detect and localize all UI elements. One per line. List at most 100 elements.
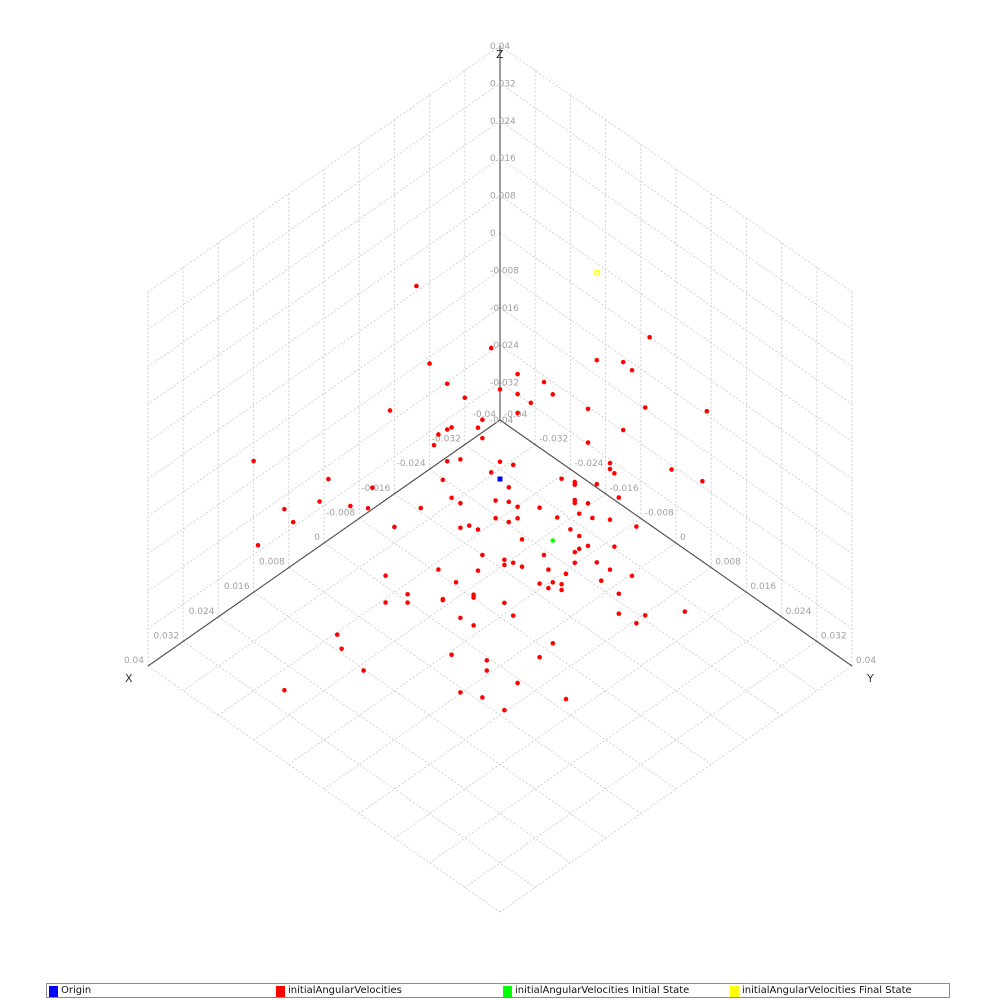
grid-line-wall-yz: [499, 195, 853, 442]
legend-swatch-final-state: [730, 985, 739, 997]
initialangularvelocities-point: [449, 425, 454, 430]
x-axis-line: [147, 419, 501, 667]
initialangularvelocities-point: [576, 546, 582, 552]
initialangularvelocities-point: [480, 552, 485, 558]
legend-swatch-initial-state: [503, 985, 512, 997]
z-tick-label: -0.016: [490, 304, 519, 314]
initialangularvelocities-point: [515, 504, 520, 510]
initialangularvelocities-point: [484, 668, 490, 673]
initialangularvelocities-point: [647, 334, 652, 340]
initialangularvelocities-point: [436, 567, 441, 572]
initialangularvelocities-point: [634, 524, 639, 529]
x-tick-label: 0.016: [224, 582, 250, 592]
initialangularvelocities-point: [458, 615, 463, 621]
initialangularvelocities-point: [515, 410, 520, 416]
initialangularvelocities-point: [440, 596, 446, 602]
grid-layer: [147, 45, 853, 913]
grid-line-wall-xz: [147, 157, 501, 405]
initialangularvelocities-point: [519, 537, 525, 542]
y-tick-label: -0.032: [539, 435, 568, 445]
x-tick-label: -0.008: [326, 508, 355, 518]
legend-label-origin: Origin: [61, 985, 92, 996]
x-axis-label: X: [125, 672, 133, 685]
initialangularvelocities-point: [392, 524, 397, 530]
initialangularvelocities-point: [616, 611, 622, 616]
initialangularvelocities-point: [365, 505, 371, 511]
initialangularvelocities-point: [440, 477, 446, 483]
initialangularvelocities-point: [598, 578, 604, 584]
z-tick-label: 0.008: [490, 192, 516, 202]
initialangularvelocities-point: [497, 459, 503, 465]
initialangularvelocities-point: [510, 560, 516, 566]
initialangularvelocities-point: [554, 515, 560, 520]
grid-line-floor-x: [218, 616, 571, 864]
initialangularvelocities-point: [537, 505, 542, 510]
initialangularvelocities-final-state-point: [594, 269, 600, 275]
initialangularvelocities-point: [405, 591, 410, 597]
grid-line-floor-x: [429, 468, 782, 716]
x-tick-label: -0.04: [473, 410, 497, 420]
initialangularvelocities-point: [348, 503, 353, 509]
x-tick-label: 0: [314, 533, 320, 543]
initialangularvelocities-point: [251, 458, 256, 464]
initialangularvelocities-point: [594, 560, 600, 565]
grid-line-wall-xz: [147, 195, 501, 442]
initialangularvelocities-point: [563, 571, 569, 577]
initialangularvelocities-point: [484, 658, 490, 663]
grid-line-wall-yz: [499, 120, 853, 368]
initialangularvelocities-point: [550, 580, 556, 585]
initialangularvelocities-point: [339, 646, 344, 652]
grid-line-floor-y: [358, 567, 712, 814]
z-tick-label: 0.024: [490, 117, 516, 127]
initialangularvelocities-point: [475, 527, 481, 532]
initialangularvelocities-point: [642, 613, 648, 618]
y-tick-label: -0.024: [574, 459, 603, 469]
grid-line-floor-y: [182, 444, 536, 691]
y-axis-line: [499, 419, 853, 667]
initialangularvelocities-point: [590, 515, 595, 521]
initialangularvelocities-point: [471, 623, 476, 628]
grid-line-floor-y: [499, 665, 853, 913]
initialangularvelocities-point: [607, 460, 613, 466]
initialangularvelocities-initial-state-point: [550, 538, 556, 543]
initialangularvelocities-point: [546, 567, 551, 572]
initialangularvelocities-point: [515, 371, 520, 377]
legend-label-initial-angular-velocities: initialAngularVelocities: [288, 985, 402, 996]
initialangularvelocities-point: [519, 564, 525, 569]
grid-line-wall-yz: [499, 45, 853, 293]
grid-line-floor-y: [288, 518, 642, 765]
grid-line-wall-xz: [147, 120, 501, 368]
origin-point: [497, 476, 503, 482]
y-tick-label: -0.016: [610, 484, 639, 494]
z-tick-label: 0.032: [490, 79, 516, 89]
initialangularvelocities-point: [510, 613, 516, 618]
y-tick-label: -0.04: [504, 410, 528, 420]
initialangularvelocities-point: [550, 641, 556, 646]
initialangularvelocities-point: [594, 481, 600, 487]
x-tick-label: 0.024: [189, 607, 215, 617]
initialangularvelocities-point: [405, 600, 410, 605]
initialangularvelocities-point: [471, 592, 476, 597]
initialangularvelocities-point: [493, 515, 498, 521]
initialangularvelocities-point: [612, 544, 617, 549]
grid-line-wall-yz: [499, 270, 853, 517]
initialangularvelocities-point: [370, 485, 375, 491]
initialangularvelocities-point: [559, 476, 564, 482]
initialangularvelocities-point: [620, 359, 626, 365]
initialangularvelocities-point: [317, 499, 322, 504]
z-tick-label: -0.008: [490, 266, 519, 276]
initialangularvelocities-point: [458, 690, 463, 695]
initialangularvelocities-point: [576, 533, 582, 539]
legend-item-initial-state: initialAngularVelocities Initial State: [503, 985, 689, 997]
initialangularvelocities-point: [449, 652, 454, 658]
initialangularvelocities-point: [480, 695, 485, 700]
y-tick-label: -0.008: [645, 508, 674, 518]
initialangularvelocities-point: [255, 543, 261, 548]
grid-line-floor-y: [218, 468, 571, 716]
z-tick-label: 0.016: [490, 154, 516, 164]
initialangularvelocities-point: [427, 361, 432, 366]
initialangularvelocities-point: [572, 479, 578, 485]
grid-line-wall-yz: [499, 232, 853, 480]
legend-item-initial-angular-velocities: initialAngularVelocities: [276, 985, 402, 997]
